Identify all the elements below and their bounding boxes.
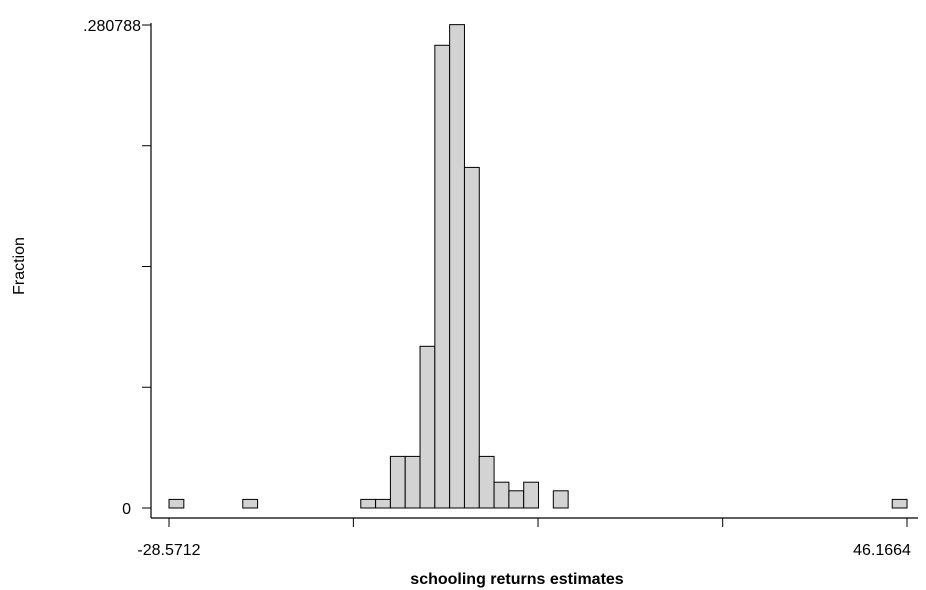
histogram-bar bbox=[434, 44, 451, 509]
histogram-bar bbox=[449, 24, 465, 509]
histogram-bar bbox=[419, 345, 436, 509]
histogram-bar bbox=[463, 166, 480, 509]
y-tick-label-zero: 0 bbox=[122, 501, 131, 518]
y-tick-label-max: .280788 bbox=[83, 18, 141, 35]
x-tick-label-max: 46.1664 bbox=[853, 542, 911, 559]
histogram-bar bbox=[375, 498, 391, 509]
histogram-bar bbox=[478, 455, 495, 509]
histogram-bar bbox=[360, 498, 377, 509]
histogram-bar bbox=[242, 498, 259, 509]
histogram-bar bbox=[523, 481, 540, 509]
histogram-bar bbox=[404, 455, 421, 509]
histogram-bar bbox=[552, 490, 569, 509]
ticks-group bbox=[142, 24, 908, 527]
histogram-bar bbox=[168, 498, 185, 509]
x-axis-title: schooling returns estimates bbox=[410, 571, 623, 588]
y-axis-title: Fraction bbox=[11, 237, 28, 295]
histogram-bar bbox=[389, 455, 406, 509]
histogram-bar bbox=[891, 498, 908, 509]
x-tick-label-min: -28.5712 bbox=[137, 542, 200, 559]
axes-group bbox=[150, 23, 918, 519]
histogram-bar bbox=[508, 490, 525, 509]
histogram-bar bbox=[493, 481, 510, 509]
bars-group bbox=[168, 24, 908, 509]
